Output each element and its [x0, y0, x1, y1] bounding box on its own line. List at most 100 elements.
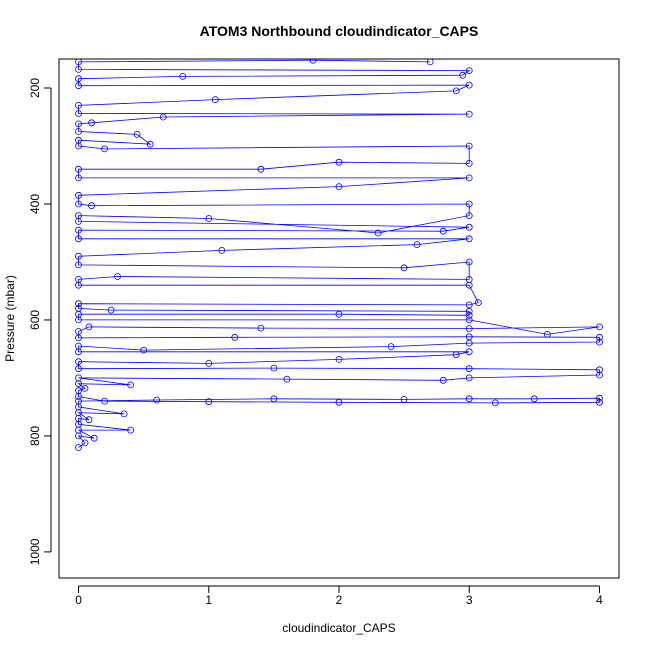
data-point [335, 355, 343, 363]
data-point [127, 426, 135, 434]
data-point [335, 398, 343, 406]
data-point [81, 384, 89, 392]
data-point [75, 252, 82, 260]
data-point [75, 235, 82, 243]
data-point [439, 227, 447, 235]
data-point [75, 165, 82, 173]
data-point [400, 395, 408, 403]
data-point [159, 113, 167, 121]
data-point [218, 246, 226, 254]
x-tick-label: 4 [596, 593, 603, 607]
data-point [81, 439, 89, 447]
chart-title: ATOM3 Northbound cloudindicator_CAPS [200, 23, 479, 39]
data-point [596, 371, 603, 379]
data-point [75, 66, 82, 73]
data-point [114, 273, 121, 280]
data-point [596, 333, 603, 341]
data-point [465, 223, 473, 231]
y-tick-label: 1000 [28, 538, 42, 565]
data-point [205, 398, 213, 406]
data-point [465, 316, 473, 324]
y-tick-label: 400 [28, 194, 42, 214]
data-point [530, 395, 538, 403]
data-point [474, 299, 482, 307]
data-point [146, 140, 154, 148]
data-point [465, 374, 473, 382]
data-point [465, 365, 473, 373]
data-point [257, 165, 265, 173]
data-point [465, 301, 473, 309]
data-point [491, 399, 499, 407]
data-point [75, 387, 82, 395]
data-point [75, 75, 82, 83]
x-tick-label: 0 [75, 593, 82, 607]
data-point [335, 158, 343, 166]
data-point [85, 323, 93, 331]
data-point [120, 410, 128, 418]
data-point [88, 119, 95, 127]
data-point [101, 397, 108, 405]
data-point [75, 120, 82, 128]
data-point [205, 215, 213, 222]
data-point [75, 110, 82, 117]
data-point [75, 275, 82, 283]
x-axis: 0 1 2 3 4 [75, 585, 603, 607]
data-point [75, 444, 82, 451]
data-point [75, 174, 82, 182]
data-point [413, 241, 421, 249]
data-point [465, 110, 473, 118]
data-point [75, 374, 82, 382]
data-point [452, 351, 460, 359]
data-point [465, 159, 473, 167]
x-axis-label: cloudindicator_CAPS [282, 621, 395, 635]
data-point [465, 325, 473, 333]
data-point [75, 365, 82, 373]
data-point [596, 394, 603, 402]
data-point [88, 202, 95, 210]
data-point [75, 328, 82, 335]
x-tick-label: 1 [205, 593, 212, 607]
data-point [75, 397, 82, 405]
x-tick-label: 3 [466, 593, 473, 607]
data-point [205, 359, 213, 367]
data-point [465, 200, 473, 208]
y-axis-label: Pressure (mbar) [3, 275, 17, 362]
data-point [465, 348, 473, 356]
data-point [270, 395, 278, 403]
data-point [465, 67, 473, 74]
data-point [465, 395, 473, 403]
data-point [465, 311, 473, 319]
y-tick-label: 200 [28, 78, 42, 98]
data-point [596, 323, 603, 331]
data-point [75, 226, 82, 234]
data-point [75, 59, 82, 66]
data-point [387, 343, 395, 351]
data-point [465, 142, 473, 150]
data-point [75, 212, 82, 220]
x-tick-label: 2 [336, 593, 343, 607]
plot-frame [58, 58, 620, 579]
series-line [77, 59, 600, 448]
data-point [257, 324, 265, 332]
data-point [75, 128, 82, 135]
data-point [179, 73, 187, 80]
data-point [211, 96, 219, 103]
data-point [270, 364, 278, 372]
data-point [75, 191, 82, 199]
data-point [426, 59, 434, 66]
data-point [309, 59, 317, 64]
data-point [75, 304, 82, 312]
data-point [75, 342, 82, 350]
data-point [544, 330, 551, 338]
data-point [75, 300, 82, 308]
data-point [153, 396, 161, 404]
series-group [75, 59, 603, 451]
series-layer [75, 59, 603, 451]
data-point [465, 174, 473, 182]
data-point [596, 398, 603, 406]
data-point [465, 275, 473, 283]
data-point [133, 130, 141, 138]
data-point [127, 381, 135, 389]
data-point [75, 358, 82, 366]
